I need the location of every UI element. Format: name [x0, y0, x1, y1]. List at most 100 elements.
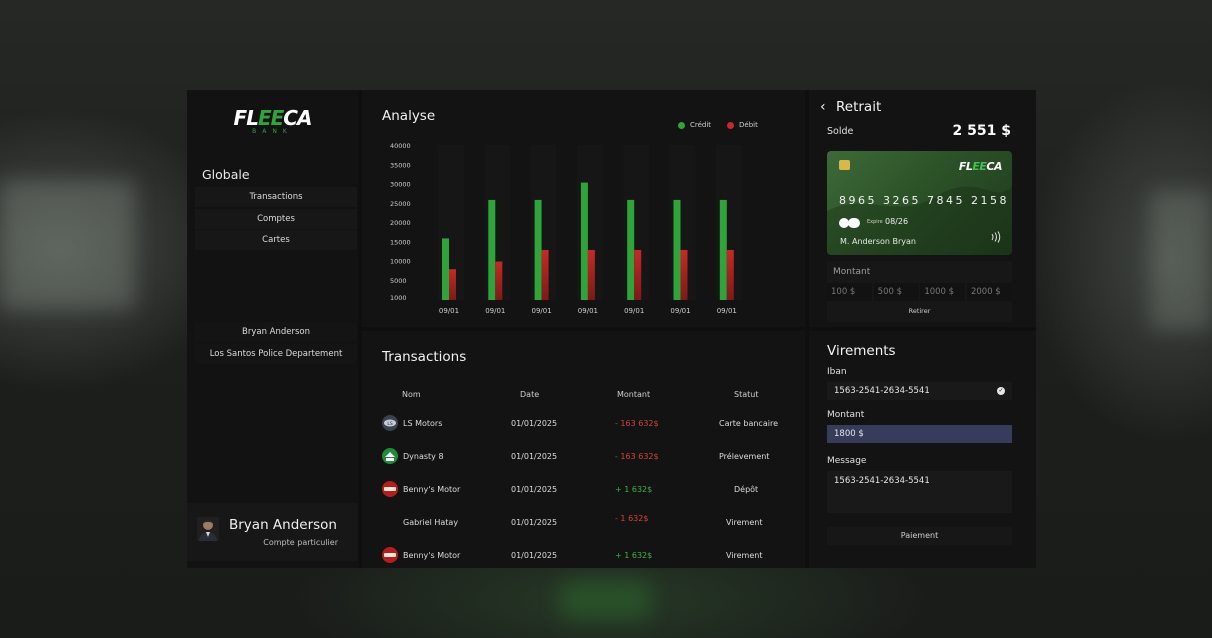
withdraw-amount-label: Montant — [833, 267, 871, 277]
card-expiry: 08/26 — [885, 217, 909, 226]
row-name: LS Motors — [403, 419, 443, 428]
legend-debit-label: Débit — [739, 121, 758, 129]
dynasty8-logo-icon — [382, 448, 398, 464]
x-tick-label: 09/01 — [532, 307, 552, 315]
preset-1000-button[interactable]: 1000 $ — [920, 283, 966, 301]
card-logo: FLEECA — [958, 160, 1003, 173]
col-header-status: Statut — [734, 390, 759, 399]
col-header-date: Date — [520, 390, 540, 399]
row-status: Virement — [726, 518, 763, 527]
account-item-personal[interactable]: Bryan Anderson — [195, 322, 357, 342]
logo-subtitle: BANK — [252, 128, 293, 135]
sidebar: FLEECA BANK Globale Transactions Comptes… — [187, 90, 358, 568]
card-chip-icon — [839, 160, 850, 170]
legend-debit: Débit — [727, 121, 758, 129]
bar-credit — [719, 199, 727, 300]
retrait-panel: ‹ Retrait Solde 2 551 $ FLEECA 8965 3265… — [809, 90, 1036, 327]
sidebar-item-transactions[interactable]: Transactions — [195, 187, 357, 207]
y-tick-label: 35000 — [390, 161, 411, 169]
y-tick-label: 15000 — [390, 238, 411, 246]
card-number: 8965 3265 7845 2158 — [839, 194, 1009, 207]
y-tick-label: 5000 — [390, 277, 407, 285]
iban-field[interactable]: 1563-2541-2634-5541 ✓ — [827, 382, 1012, 400]
account-list: Bryan Anderson Los Santos Police Departe… — [195, 322, 357, 365]
withdraw-button[interactable]: Retirer — [908, 307, 931, 315]
logo-wordmark: FLEECA — [233, 106, 313, 130]
svg-text:LS: LS — [387, 421, 393, 427]
transfer-amount-label: Montant — [827, 410, 865, 420]
x-tick-label: 09/01 — [485, 307, 505, 315]
x-tick-label: 09/01 — [670, 307, 690, 315]
bar-debit — [726, 249, 734, 300]
sidebar-item-cartes[interactable]: Cartes — [195, 230, 357, 250]
balance-label: Solde — [827, 126, 854, 137]
iban-label: Iban — [827, 367, 847, 377]
bar-debit — [634, 249, 642, 300]
bank-app-window: FLEECA BANK Globale Transactions Comptes… — [187, 90, 1036, 568]
back-chevron-icon[interactable]: ‹ — [820, 99, 826, 115]
profile-name: Bryan Anderson — [229, 517, 337, 533]
section-title: Globale — [202, 167, 250, 182]
bank-card: FLEECA 8965 3265 7845 2158 Expire 08/26 … — [827, 151, 1012, 255]
sidebar-item-comptes[interactable]: Comptes — [195, 208, 357, 229]
row-amount: + 1 632$ — [615, 485, 653, 494]
contactless-icon — [991, 231, 1001, 243]
ls-motors-logo-icon: LS — [382, 415, 398, 431]
withdraw-box: Montant 100 $ 500 $ 1000 $ 2000 $ Retire… — [827, 261, 1012, 322]
x-tick-label: 09/01 — [624, 307, 644, 315]
user-profile[interactable]: Bryan Anderson Compte particulier — [187, 503, 358, 561]
preset-2000-button[interactable]: 2000 $ — [966, 283, 1012, 301]
col-header-amount: Montant — [617, 390, 651, 399]
bar-credit — [673, 199, 681, 300]
legend-debit-swatch — [727, 121, 734, 129]
retrait-title: Retrait — [836, 99, 882, 115]
table-row[interactable]: Benny's Motor 01/01/2025 + 1 632$ Dépôt — [362, 479, 805, 503]
withdraw-presets: 100 $ 500 $ 1000 $ 2000 $ — [827, 283, 1012, 301]
row-name: Gabriel Hatay — [403, 518, 459, 527]
legend-credit: Crédit — [678, 121, 711, 129]
y-tick-label: 10000 — [390, 258, 411, 266]
card-texture — [827, 186, 1012, 255]
bar-credit — [488, 199, 496, 300]
bar-credit — [534, 199, 542, 300]
balance-value: 2 551 $ — [952, 123, 1011, 139]
row-amount: + 1 632$ — [615, 551, 653, 560]
bar-credit — [627, 199, 635, 300]
transactions-title: Transactions — [382, 349, 467, 365]
fleeca-logo: FLEECA BANK — [187, 106, 358, 135]
table-row[interactable]: Gabriel Hatay 01/01/2025 - 1 632$ Virement — [362, 512, 805, 536]
row-name: Benny's Motor — [403, 551, 461, 560]
legend-credit-label: Crédit — [690, 121, 712, 129]
row-status: Virement — [726, 551, 763, 560]
row-date: 01/01/2025 — [511, 452, 558, 461]
table-row[interactable]: Benny's Motor 01/01/2025 + 1 632$ Virement — [362, 545, 805, 569]
transfer-amount-field[interactable]: 1800 $ — [827, 425, 1012, 443]
preset-500-button[interactable]: 500 $ — [873, 283, 919, 301]
card-expiry-label: Expire — [867, 219, 883, 225]
bar-credit — [580, 182, 588, 300]
row-amount: - 163 632$ — [615, 419, 659, 428]
profile-account-type: Compte particulier — [263, 538, 338, 547]
bennys-logo-icon — [382, 481, 398, 497]
row-status: Carte bancaire — [719, 419, 778, 428]
y-tick-label: 20000 — [390, 219, 411, 227]
row-name: Benny's Motor — [403, 485, 461, 494]
message-field[interactable]: 1563-2541-2634-5541 — [827, 471, 1012, 513]
cb-logo-icon — [839, 218, 860, 228]
account-item-lspd[interactable]: Los Santos Police Departement — [195, 343, 357, 364]
person-avatar-icon — [197, 517, 219, 541]
analyse-panel: Analyse Crédit Débit 40000 35000 30000 2500… — [362, 90, 805, 327]
bar-credit — [442, 238, 449, 300]
row-amount: - 1 632$ — [615, 514, 649, 523]
legend-credit-swatch — [678, 121, 685, 129]
iban-value: 1563-2541-2634-5541 — [834, 386, 930, 396]
table-row[interactable]: Dynasty 8 01/01/2025 - 163 632$ Prélevement — [362, 446, 805, 470]
pay-button[interactable]: Paiement — [827, 527, 1012, 545]
bar-debit — [449, 269, 456, 300]
row-date: 01/01/2025 — [511, 419, 558, 428]
y-tick-label: 1000 — [390, 294, 407, 302]
table-row[interactable]: LS LS Motors 01/01/2025 - 163 632$ Carte ban… — [362, 413, 805, 437]
row-date: 01/01/2025 — [511, 485, 558, 494]
bar-debit — [541, 249, 549, 300]
preset-100-button[interactable]: 100 $ — [827, 283, 872, 301]
